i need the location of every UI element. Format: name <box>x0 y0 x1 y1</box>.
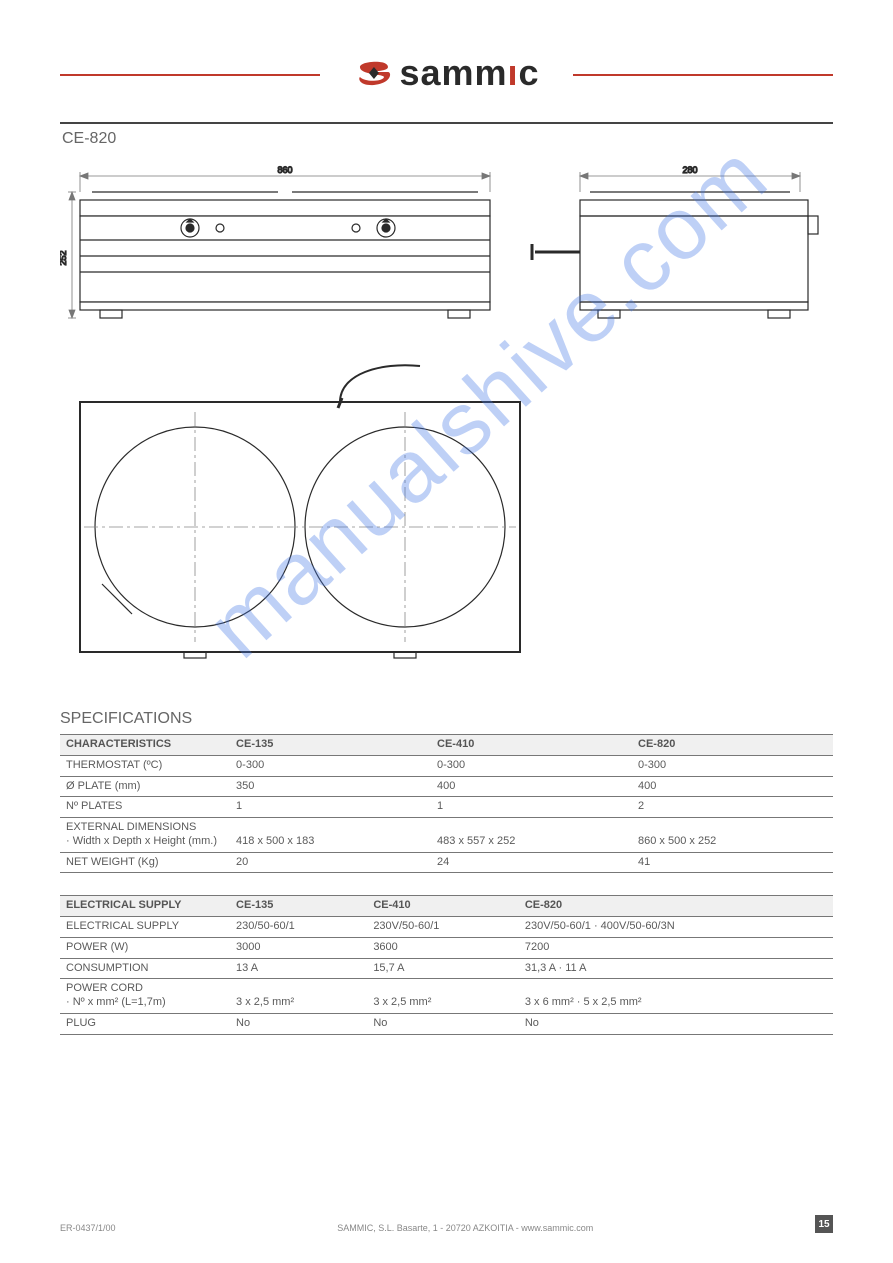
brand-logo: sammıc <box>353 52 539 94</box>
table-cell: No <box>367 1013 519 1034</box>
table-cell: 400 <box>632 776 833 797</box>
table-cell: 1 <box>230 797 431 818</box>
col-header: ELECTRICAL SUPPLY <box>60 896 230 917</box>
header-rule-left <box>60 74 320 76</box>
table-cell: 860 x 500 x 252 <box>632 818 833 853</box>
table-cell: EXTERNAL DIMENSIONS · Width x Depth x He… <box>60 818 230 853</box>
table-cell: THERMOSTAT (ºC) <box>60 755 230 776</box>
side-view: 280 <box>532 165 818 318</box>
table-row: POWER (W)300036007200 <box>60 937 833 958</box>
table-cell: POWER (W) <box>60 937 230 958</box>
table-cell: CONSUMPTION <box>60 958 230 979</box>
specs-heading: SPECIFICATIONS <box>60 710 833 728</box>
specs-table-electrical: ELECTRICAL SUPPLY CE-135 CE-410 CE-820 E… <box>60 895 833 1034</box>
col-header: CE-410 <box>431 735 632 756</box>
table-row: Ø PLATE (mm)350400400 <box>60 776 833 797</box>
table-row: CONSUMPTION13 A15,7 A31,3 A · 11 A <box>60 958 833 979</box>
svg-text:280: 280 <box>682 165 697 175</box>
table-cell: ELECTRICAL SUPPLY <box>60 917 230 938</box>
page-footer: ER-0437/1/00 SAMMIC, S.L. Basarte, 1 - 2… <box>60 1215 833 1233</box>
table-cell: POWER CORD · Nº x mm² (L=1,7m) <box>60 979 230 1014</box>
table-header-row: CHARACTERISTICS CE-135 CE-410 CE-820 <box>60 735 833 756</box>
brand-name-c: c <box>519 52 540 93</box>
brand-name-a: samm <box>399 52 507 93</box>
table-cell: 3000 <box>230 937 367 958</box>
col-header: CHARACTERISTICS <box>60 735 230 756</box>
col-header: CE-820 <box>632 735 833 756</box>
table-cell: 1 <box>431 797 632 818</box>
table-cell: 230V/50-60/1 <box>367 917 519 938</box>
front-view: 860 <box>60 165 490 318</box>
svg-text:860: 860 <box>277 165 292 175</box>
table-cell: 15,7 A <box>367 958 519 979</box>
table-cell: 230/50-60/1 <box>230 917 367 938</box>
table-row: POWER CORD · Nº x mm² (L=1,7m) 3 x 2,5 m… <box>60 979 833 1014</box>
table-cell: NET WEIGHT (Kg) <box>60 852 230 873</box>
table-cell: 230V/50-60/1 · 400V/50-60/3N <box>519 917 833 938</box>
col-header: CE-820 <box>519 896 833 917</box>
table-cell: 418 x 500 x 183 <box>230 818 431 853</box>
table-row: THERMOSTAT (ºC)0-3000-3000-300 <box>60 755 833 776</box>
technical-drawings: 860 <box>60 162 833 692</box>
table-cell: 24 <box>431 852 632 873</box>
table-row: NET WEIGHT (Kg)202441 <box>60 852 833 873</box>
svg-text:252: 252 <box>60 250 68 265</box>
plan-view <box>80 365 520 658</box>
table-cell: 3 x 2,5 mm² <box>230 979 367 1014</box>
brand-name-dot: ı <box>508 52 519 93</box>
col-header: CE-410 <box>367 896 519 917</box>
table-cell: 483 x 557 x 252 <box>431 818 632 853</box>
footer-left: ER-0437/1/00 <box>60 1223 116 1233</box>
table-cell: 20 <box>230 852 431 873</box>
brand-name: sammıc <box>399 52 539 94</box>
table-header-row: ELECTRICAL SUPPLY CE-135 CE-410 CE-820 <box>60 896 833 917</box>
page-number: 15 <box>815 1215 833 1233</box>
table-cell: 0-300 <box>431 755 632 776</box>
model-title: CE-820 <box>62 130 833 148</box>
page-header: sammıc <box>60 40 833 104</box>
table-cell: 0-300 <box>632 755 833 776</box>
table-row: ELECTRICAL SUPPLY230/50-60/1230V/50-60/1… <box>60 917 833 938</box>
table-cell: 350 <box>230 776 431 797</box>
table-cell: 0-300 <box>230 755 431 776</box>
table-cell: No <box>230 1013 367 1034</box>
logo-mark-icon <box>353 53 393 93</box>
header-rule-right <box>573 74 833 76</box>
table-cell: 3 x 6 mm² · 5 x 2,5 mm² <box>519 979 833 1014</box>
col-header: CE-135 <box>230 896 367 917</box>
table-cell: No <box>519 1013 833 1034</box>
table-cell: Ø PLATE (mm) <box>60 776 230 797</box>
footer-center: SAMMIC, S.L. Basarte, 1 - 20720 AZKOITIA… <box>337 1223 593 1233</box>
table-cell: 400 <box>431 776 632 797</box>
table-cell: 31,3 A · 11 A <box>519 958 833 979</box>
table-cell: 3600 <box>367 937 519 958</box>
table-cell: PLUG <box>60 1013 230 1034</box>
col-header: CE-135 <box>230 735 431 756</box>
table-cell: 2 <box>632 797 833 818</box>
table-row: EXTERNAL DIMENSIONS · Width x Depth x He… <box>60 818 833 853</box>
table-cell: 3 x 2,5 mm² <box>367 979 519 1014</box>
table-row: PLUGNoNoNo <box>60 1013 833 1034</box>
table-cell: 13 A <box>230 958 367 979</box>
subheader-rule <box>60 122 833 124</box>
table-cell: 41 <box>632 852 833 873</box>
table-row: Nº PLATES112 <box>60 797 833 818</box>
table-cell: Nº PLATES <box>60 797 230 818</box>
table-cell: 7200 <box>519 937 833 958</box>
specs-table-characteristics: CHARACTERISTICS CE-135 CE-410 CE-820 THE… <box>60 734 833 873</box>
